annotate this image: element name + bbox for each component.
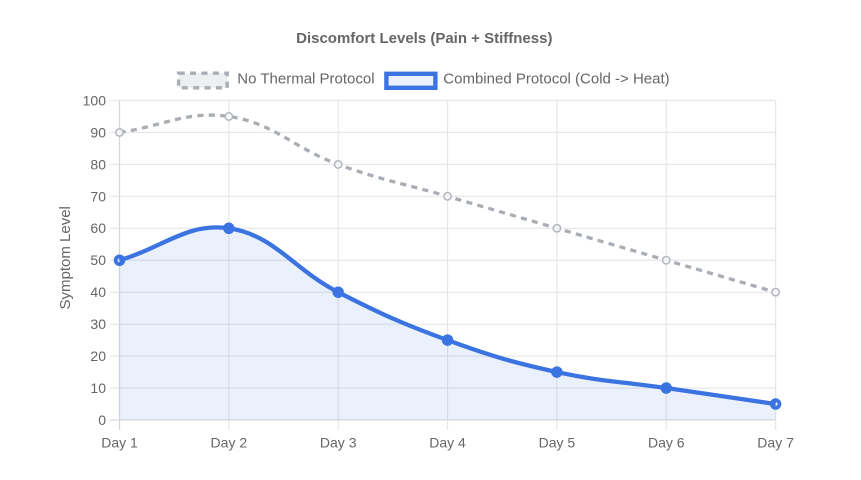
svg-text:Day 2: Day 2 — [211, 434, 248, 450]
svg-text:Day 6: Day 6 — [648, 434, 685, 450]
svg-text:Combined Protocol (Cold -> Hea: Combined Protocol (Cold -> Heat) — [443, 70, 669, 87]
svg-text:10: 10 — [90, 380, 106, 396]
svg-text:20: 20 — [90, 348, 106, 364]
svg-text:60: 60 — [90, 220, 106, 236]
svg-text:Day 1: Day 1 — [101, 434, 138, 450]
svg-text:0: 0 — [98, 412, 106, 428]
svg-text:50: 50 — [90, 252, 106, 268]
svg-text:30: 30 — [90, 316, 106, 332]
svg-text:Day 3: Day 3 — [320, 434, 357, 450]
svg-text:70: 70 — [90, 188, 106, 204]
svg-text:100: 100 — [83, 92, 107, 108]
svg-text:Symptom Level: Symptom Level — [57, 206, 74, 309]
svg-text:Day 4: Day 4 — [429, 434, 466, 450]
svg-text:No Thermal Protocol: No Thermal Protocol — [237, 70, 374, 87]
svg-text:Day 5: Day 5 — [539, 434, 576, 450]
svg-text:90: 90 — [90, 124, 106, 140]
svg-text:80: 80 — [90, 156, 106, 172]
svg-text:40: 40 — [90, 284, 106, 300]
svg-text:Discomfort Levels (Pain + Stif: Discomfort Levels (Pain + Stiffness) — [296, 30, 552, 47]
svg-text:Day 7: Day 7 — [757, 434, 794, 450]
